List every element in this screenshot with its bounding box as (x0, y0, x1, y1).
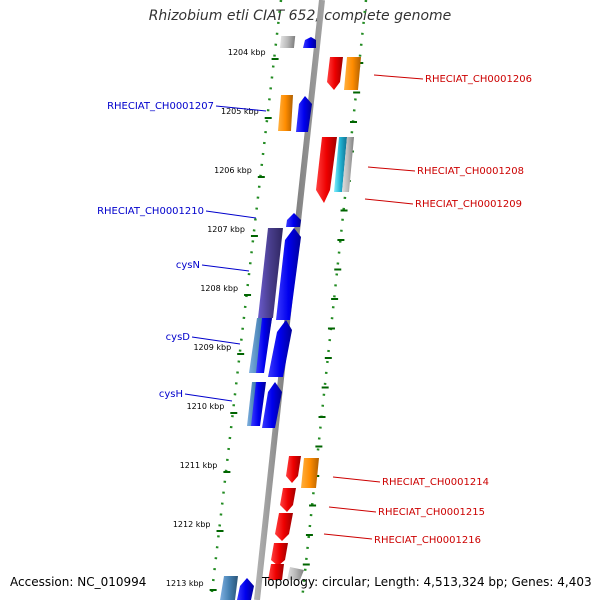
label-RHECIAT_CH0001207[interactable]: RHECIAT_CH0001207 (107, 101, 214, 112)
gene-steel-1213 (220, 576, 238, 600)
tick-label-1213: 1213 kbp (166, 579, 204, 588)
leader-1210 (205, 210, 257, 219)
outer-dotted-ring (300, 0, 368, 600)
leader-1214 (332, 476, 381, 483)
label-RHECIAT_CH0001206[interactable]: RHECIAT_CH0001206 (425, 74, 532, 85)
inner-dotted-ring (209, 0, 283, 600)
right-gene-labels: RHECIAT_CH0001206 RHECIAT_CH0001208 RHEC… (374, 74, 532, 546)
label-leaders (184, 74, 424, 540)
gene-blue-cysD (268, 320, 292, 377)
gene-red-1208 (316, 137, 337, 203)
gene-red-1215 (280, 488, 296, 512)
tick-label-1209: 1209 kbp (193, 343, 231, 352)
tick-label-1211: 1211 kbp (180, 461, 218, 470)
accession-text: Accession: NC_010994 (10, 575, 147, 589)
gene-blue-cysH-small (251, 382, 266, 426)
gene-blue-1213 (237, 578, 254, 600)
gene-red-1214-a (286, 456, 301, 483)
gene-orange-1206 (344, 57, 361, 90)
tick-label-1204: 1204 kbp (228, 48, 266, 57)
gene-gray-1209 (342, 137, 354, 192)
tick-label-1208: 1208 kbp (200, 284, 238, 293)
map-title: Rhizobium etli CIAT 652, complete genome (148, 8, 452, 24)
label-RHECIAT_CH0001210[interactable]: RHECIAT_CH0001210 (97, 206, 204, 217)
label-RHECIAT_CH0001216[interactable]: RHECIAT_CH0001216 (374, 535, 481, 546)
label-RHECIAT_CH0001214[interactable]: RHECIAT_CH0001214 (382, 477, 489, 488)
kbp-ticks: 1204 kbp 1205 kbp 1206 kbp 1207 kbp 1208 kbp… (166, 48, 279, 591)
label-RHECIAT_CH0001209[interactable]: RHECIAT_CH0001209 (415, 199, 522, 210)
leader-cysD (191, 336, 241, 345)
tick-label-1212: 1212 kbp (173, 520, 211, 529)
gene-red-1216-b (271, 543, 288, 566)
plus-strand-genes (268, 57, 361, 580)
tick-label-1205: 1205 kbp (221, 107, 259, 116)
tick-label-1210: 1210 kbp (187, 402, 225, 411)
label-cysD[interactable]: cysD (166, 332, 191, 343)
leader-cysN (201, 264, 250, 272)
label-cysN[interactable]: cysN (176, 260, 200, 271)
gene-blue-1207-small (286, 213, 301, 227)
gene-orange-1214 (301, 458, 319, 488)
genome-summary-text: Topology: circular; Length: 4,513,324 bp… (262, 575, 592, 589)
gene-orange-1205 (278, 95, 293, 131)
gene-blue-cysN (276, 228, 301, 320)
minus-strand-genes (220, 36, 316, 600)
gene-gray-1213 (287, 567, 304, 580)
left-gene-labels: RHECIAT_CH0001207 RHECIAT_CH0001210 cysN… (97, 101, 214, 400)
outer-ring-ticks (302, 62, 364, 566)
tick-label-1207: 1207 kbp (207, 225, 245, 234)
leader-1216 (323, 533, 373, 540)
gene-red-1213 (268, 564, 284, 580)
gene-purple-cysN-region (258, 228, 283, 318)
gene-top-blue (303, 37, 316, 48)
leader-1207 (215, 105, 267, 112)
gene-blue-cysD-small (256, 318, 272, 373)
gene-red-1216-a (275, 513, 293, 541)
leader-1208 (367, 166, 416, 172)
gene-top-gray (279, 36, 296, 48)
gene-red-1206 (327, 57, 343, 90)
leader-1209 (364, 198, 414, 205)
tick-label-1206: 1206 kbp (214, 166, 252, 175)
leader-1206 (373, 74, 424, 80)
label-RHECIAT_CH0001215[interactable]: RHECIAT_CH0001215 (378, 507, 485, 518)
leader-1215 (328, 506, 377, 513)
gene-blue-cysH (262, 382, 282, 428)
gene-blue-1205 (296, 96, 312, 132)
label-cysH[interactable]: cysH (159, 389, 183, 400)
leader-cysH (184, 393, 233, 402)
gene-cyan-1209 (334, 137, 347, 192)
label-RHECIAT_CH0001208[interactable]: RHECIAT_CH0001208 (417, 166, 524, 177)
